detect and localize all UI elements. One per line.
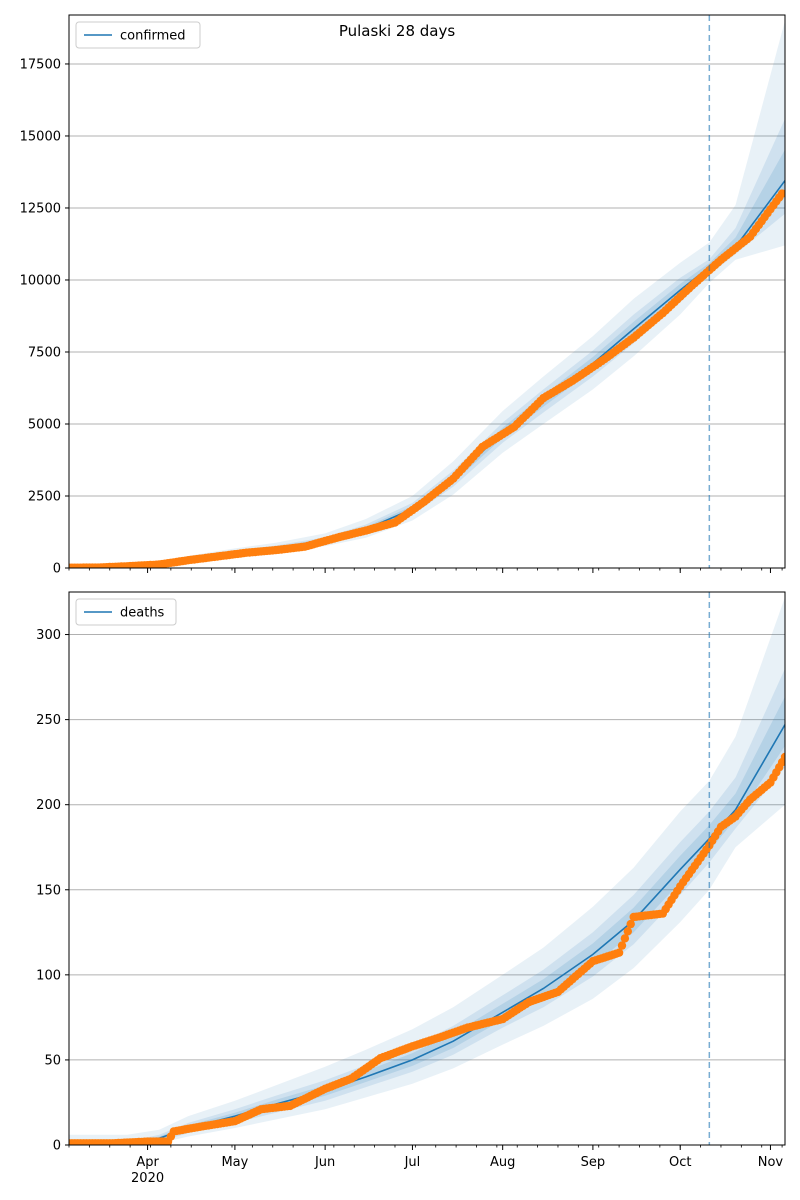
axes-frame [68, 591, 786, 1146]
y-tick-label: 12500 [20, 201, 61, 216]
observed-point [617, 941, 627, 950]
axes-frame [68, 14, 786, 569]
legend-label: deaths [120, 606, 165, 621]
legend-box [75, 21, 201, 49]
y-tick-label: 300 [36, 628, 61, 643]
outer-uncertainty-band [69, 20, 785, 568]
x-tick-year-label: 2020 [131, 1171, 164, 1186]
confirmed-panel: 0 2500 5000 7500 10000 12500 15000 17500 confirm… [20, 14, 786, 577]
x-tick-label: Apr [136, 1155, 159, 1170]
x-tick-label: Sep [581, 1155, 606, 1170]
x-tick-label: Oct [669, 1155, 691, 1170]
x-tick-label: May [221, 1155, 248, 1170]
y-tick-label: 2500 [28, 489, 61, 504]
y-tick-label: 200 [36, 798, 61, 813]
observed-point [777, 189, 785, 198]
y-tick-label: 250 [36, 713, 61, 728]
y-tick-label: 15000 [20, 129, 61, 144]
y-tick-label: 50 [44, 1053, 61, 1068]
plot-area [69, 597, 785, 1145]
legend-label: confirmed [120, 29, 186, 44]
middle-uncertainty-band [69, 668, 785, 1145]
observed-point [620, 934, 630, 943]
legend: deaths [75, 598, 177, 626]
inner-uncertainty-band [69, 696, 785, 1145]
y-tick-label: 150 [36, 883, 61, 898]
y-tick-label: 7500 [28, 345, 61, 360]
observed-point [626, 919, 635, 929]
observed-point [614, 948, 624, 957]
legend-box [75, 598, 177, 626]
outer-uncertainty-band [69, 597, 785, 1145]
observed-point [780, 752, 785, 762]
y-tick-label: 10000 [20, 273, 61, 288]
x-tick-label: Aug [490, 1155, 515, 1170]
x-tick-label: Jul [404, 1155, 421, 1170]
y-tick-label: 0 [53, 1139, 61, 1154]
observed-point [623, 927, 632, 936]
y-tick-label: 17500 [20, 57, 61, 72]
chart-title: Pulaski 28 days [339, 22, 456, 40]
y-tick-label: 5000 [28, 417, 61, 432]
x-tick-label: Jun [314, 1155, 335, 1170]
legend: confirmed [75, 21, 201, 49]
y-tick-label: 0 [53, 562, 61, 577]
y-tick-label: 100 [36, 968, 61, 983]
plot-area [69, 20, 785, 568]
x-tick-label: Nov [758, 1155, 784, 1170]
